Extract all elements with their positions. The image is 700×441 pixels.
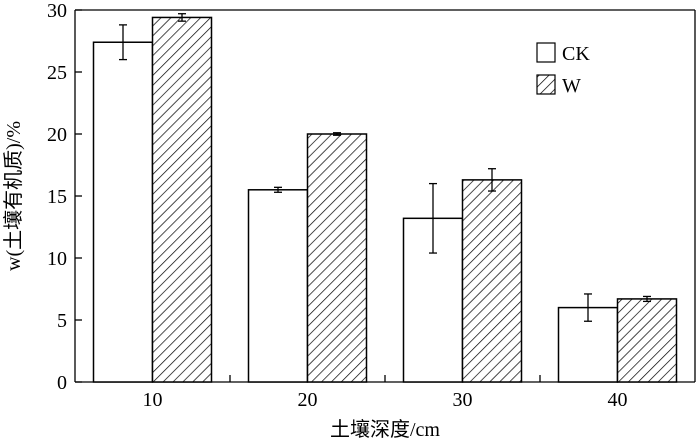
- legend-swatch-ck: [536, 42, 556, 63]
- bar-w-10: [151, 16, 213, 383]
- bar-w-20: [306, 133, 368, 383]
- x-ticks: 10 20 30 40: [143, 375, 628, 411]
- legend-label-w: W: [562, 75, 581, 97]
- y-tick-label: 30: [47, 0, 67, 22]
- legend-label-ck: CK: [562, 43, 590, 65]
- y-tick-label: 15: [47, 186, 67, 208]
- y-tick-label: 10: [47, 248, 67, 270]
- bar-w-30: [461, 179, 523, 383]
- legend-swatch-w: [536, 74, 556, 95]
- y-tick-label: 20: [47, 124, 67, 146]
- x-tick-label: 10: [143, 389, 163, 411]
- y-ticks: 0 5 10 15 20 25 30: [47, 0, 82, 394]
- x-tick-label: 40: [608, 389, 628, 411]
- y-tick-label: 5: [57, 310, 67, 332]
- bar-ck-10: [92, 41, 154, 383]
- bar-w-40: [616, 298, 678, 383]
- x-axis-label: 土壤深度/cm: [330, 418, 440, 441]
- bar-ck-20: [247, 189, 309, 383]
- x-tick-label: 20: [298, 389, 318, 411]
- y-tick-label: 25: [47, 62, 67, 84]
- error-bars: [119, 13, 651, 322]
- y-tick-label: 0: [57, 372, 67, 394]
- y-axis-label: w(土壤有机质)/%: [2, 121, 25, 271]
- x-tick-label: 30: [453, 389, 473, 411]
- legend: CK W: [536, 42, 590, 97]
- bars: [92, 16, 678, 383]
